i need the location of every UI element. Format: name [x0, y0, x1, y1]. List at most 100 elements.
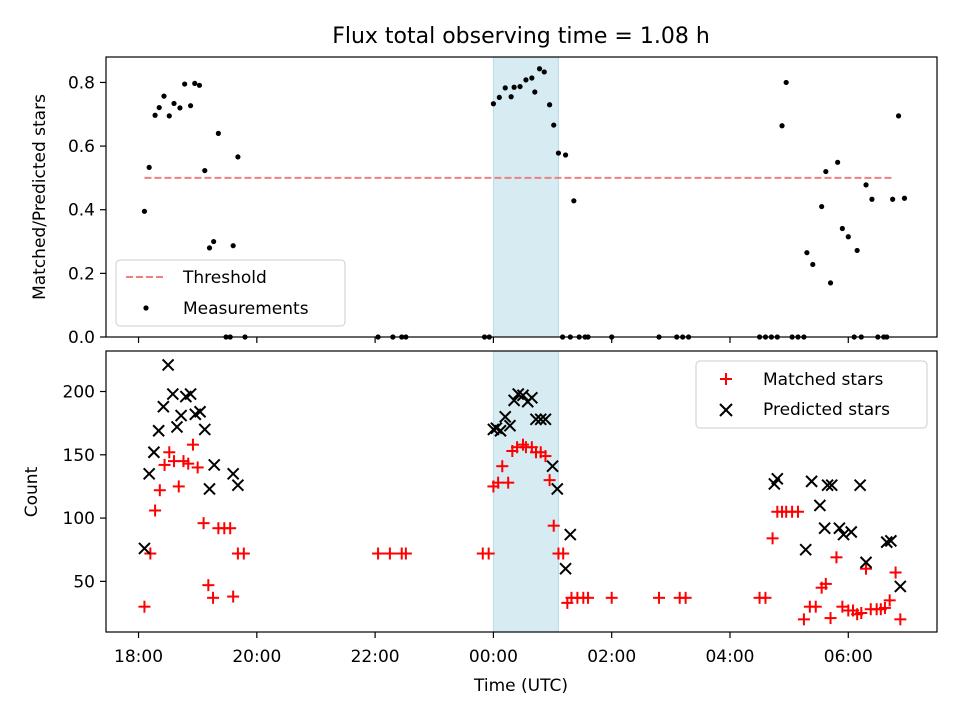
- measurement-point: [810, 261, 816, 268]
- measurement-point: [146, 164, 152, 171]
- measurement-point: [562, 152, 569, 158]
- predicted-star-point: [494, 424, 507, 437]
- matched-star-point: [894, 613, 907, 626]
- matched-star-point: [679, 591, 692, 604]
- predicted-star-point: [525, 391, 539, 405]
- matched-star-point: [878, 601, 891, 614]
- predicted-star-point: [539, 413, 552, 426]
- matched-star-point: [191, 461, 204, 474]
- predicted-star-stroke-b: [853, 478, 867, 492]
- matched-star-point: [182, 457, 195, 470]
- bottom-x-ticks: 18:00 20:00 22:00 00:00 02:00 04:00 06:00: [114, 632, 873, 667]
- bottom-y-tick-label: 100: [63, 509, 95, 529]
- predicted-star-point: [507, 394, 521, 407]
- matched-star-point: [163, 446, 176, 459]
- legend-measurements-swatch: [143, 305, 149, 311]
- predicted-star-stroke-b: [546, 459, 559, 473]
- legend-measurements-label: Measurements: [183, 299, 309, 319]
- predicted-star-stroke-b: [494, 424, 507, 437]
- predicted-star-stroke-b: [534, 413, 547, 426]
- predicted-star-point: [503, 419, 517, 432]
- matched-star-point: [227, 590, 240, 603]
- predicted-star-point: [799, 543, 812, 556]
- matched-star-point: [889, 566, 902, 579]
- predicted-star-stroke-b: [490, 422, 503, 435]
- measurement-point: [206, 245, 213, 251]
- predicted-star-point: [859, 556, 873, 569]
- predicted-star-stroke-b: [487, 423, 500, 436]
- predicted-star-point: [821, 478, 834, 492]
- matched-star-point: [860, 562, 873, 575]
- matched-star-point: [819, 577, 832, 590]
- matched-star-point: [759, 591, 772, 604]
- predicted-star-point: [805, 475, 818, 488]
- predicted-star-point: [818, 522, 831, 535]
- bottom-x-tick-label: 22:00: [351, 647, 400, 667]
- top-legend-frame: [115, 259, 346, 327]
- predicted-star-point: [203, 482, 216, 496]
- measurement-point: [804, 250, 810, 256]
- matched-star-point: [605, 591, 618, 604]
- bottom-x-tick-label: 04:00: [705, 647, 754, 667]
- chart-title: Flux total observing time = 1.08 h: [332, 24, 710, 49]
- predicted-star-stroke-b: [884, 534, 898, 548]
- matched-star-point: [855, 607, 868, 620]
- measurement-point: [529, 75, 535, 81]
- predicted-star-stroke-b: [138, 542, 151, 555]
- measurement-point: [845, 234, 851, 240]
- predicted-star-point: [174, 409, 188, 422]
- measurement-point: [496, 94, 502, 101]
- legend-threshold-label: Threshold: [182, 268, 267, 288]
- matched-star-point: [766, 532, 779, 545]
- predicted-star-point: [894, 580, 907, 593]
- predicted-star-stroke-b: [184, 387, 197, 401]
- predicted-star-stroke-b: [142, 467, 156, 480]
- predicted-star-stroke-b: [880, 535, 893, 549]
- matched-star-point: [372, 547, 385, 560]
- predicted-star-point: [534, 413, 547, 426]
- top-legend: Threshold Measurements: [115, 259, 346, 327]
- bottom-legend-frame: [695, 360, 928, 429]
- matched-star-point: [202, 579, 215, 592]
- measurement-point: [211, 238, 217, 245]
- predicted-star-stroke-b: [170, 420, 184, 434]
- predicted-star-stroke-b: [859, 556, 873, 569]
- predicted-star-stroke-b: [529, 413, 543, 426]
- measurement-point: [783, 79, 789, 86]
- predicted-star-stroke-b: [825, 478, 838, 492]
- predicted-star-stroke-b: [208, 458, 221, 472]
- predicted-star-stroke-b: [203, 482, 216, 496]
- measurement-point: [823, 168, 829, 175]
- matched-star-point: [172, 480, 185, 493]
- predicted-star-stroke-b: [152, 424, 165, 437]
- predicted-star-stroke-b: [564, 528, 577, 541]
- predicted-star-point: [884, 534, 898, 548]
- measurement-point: [839, 225, 845, 232]
- measurement-point: [546, 102, 553, 108]
- matched-star-point: [383, 547, 396, 560]
- measurement-point: [161, 93, 167, 99]
- matched-star-point: [496, 460, 509, 473]
- measurement-point: [854, 247, 860, 254]
- predicted-star-stroke-b: [894, 580, 907, 593]
- measurement-point: [517, 83, 523, 90]
- predicted-star-stroke-b: [821, 478, 834, 492]
- predicted-star-stroke-b: [525, 391, 539, 405]
- measurement-point: [536, 66, 543, 72]
- predicted-star-point: [516, 389, 530, 402]
- measurement-point: [182, 81, 188, 87]
- predicted-star-point: [559, 562, 572, 575]
- predicted-star-stroke-b: [771, 472, 784, 486]
- measurement-point: [230, 243, 236, 249]
- bottom-y-ticks: 50 100 150 200: [63, 383, 106, 592]
- bottom-legend: Matched stars Predicted stars: [695, 360, 928, 429]
- predicted-star-stroke-b: [161, 358, 175, 372]
- predicted-star-stroke-b: [166, 387, 180, 401]
- matched-star-point: [809, 600, 822, 613]
- predicted-star-stroke-b: [193, 405, 207, 418]
- measurement-point: [895, 113, 902, 119]
- matched-star-point: [582, 591, 595, 604]
- bottom-panel: 18:00 20:00 22:00 00:00 02:00 04:00 06:00 50 10…: [22, 350, 938, 696]
- measurement-point: [202, 167, 208, 174]
